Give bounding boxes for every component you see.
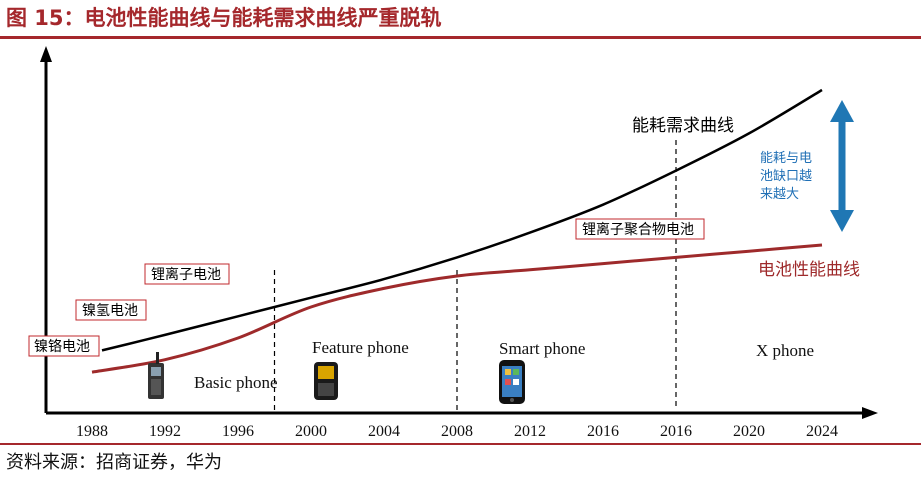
svg-text:镍氢电池: 镍氢电池 [82,303,138,319]
x-tick-label: 2004 [368,423,400,440]
tech-label-nicd: 镍铬电池 [28,335,100,357]
gap-annotation-line-3: 来越大 [760,187,799,202]
tech-label-nimh: 镍氢电池 [75,299,147,321]
demand-series-label: 能耗需求曲线 [632,116,734,136]
gap-annotation-line-1: 能耗与电 [760,151,812,166]
x-tick-label: 2024 [806,423,838,440]
chart: 1988 1992 1996 2000 2004 2008 2012 2016 2016 2020… [28,46,878,440]
x-tick-label: 2008 [441,423,473,440]
source-note: 资料来源：招商证券，华为 [6,452,222,473]
source-rule [0,443,921,445]
battery-series-label: 电池性能曲线 [758,260,860,280]
x-tick-label: 2016 [587,423,619,440]
feature-phone-icon [314,362,338,400]
x-tick-label: 2016 [660,423,692,440]
tech-label-li-ion: 锂离子电池 [144,263,230,285]
svg-text:镍铬电池: 镍铬电池 [34,339,90,355]
x-tick-label: 1988 [76,423,108,440]
era-label-basic: Basic phone [194,373,278,392]
smart-phone-icon [499,360,525,404]
x-tick-label: 1996 [222,423,254,440]
battery-curve-line [91,243,823,374]
x-axis-arrow [862,407,878,419]
x-tick-label: 2000 [295,423,327,440]
era-label-feature: Feature phone [312,338,409,357]
svg-text:锂离子电池: 锂离子电池 [151,266,221,283]
x-tick-label: 2012 [514,423,546,440]
y-axis-arrow [40,46,52,62]
gap-arrow [830,100,854,232]
svg-text:锂离子聚合物电池: 锂离子聚合物电池 [582,221,694,238]
tech-label-li-polymer: 锂离子聚合物电池 [575,218,705,240]
basic-phone-icon [148,352,164,399]
figure-title: 图 15：电池性能曲线与能耗需求曲线严重脱轨 [6,6,442,30]
x-tick-label: 1992 [149,423,181,440]
demand-curve-line [101,88,823,352]
gap-annotation-line-2: 池缺口越 [760,169,812,184]
title-rule [0,36,921,39]
x-tick-label: 2020 [733,423,765,440]
era-label-x: X phone [756,341,814,360]
era-label-smart: Smart phone [499,339,585,358]
